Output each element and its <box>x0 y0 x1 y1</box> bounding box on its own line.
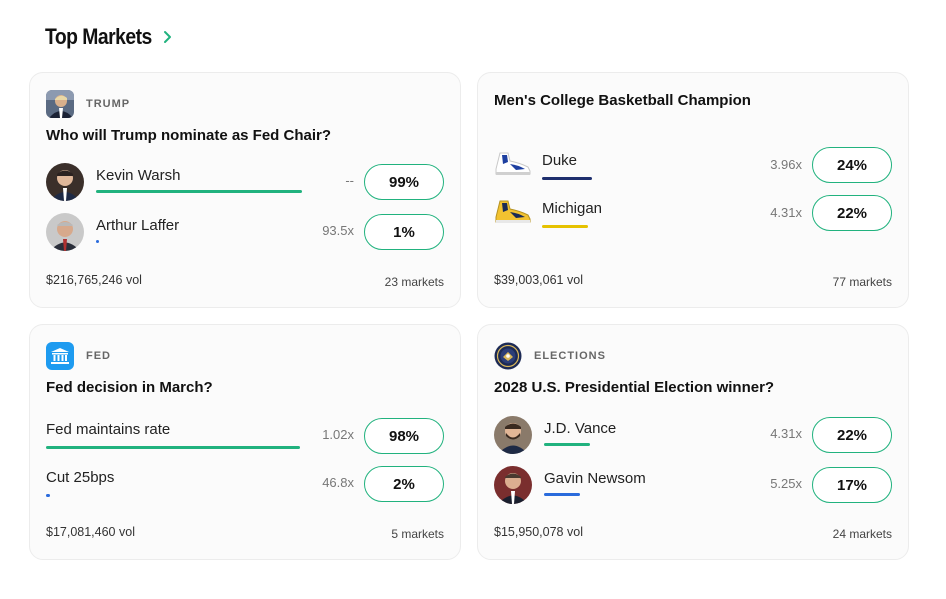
market-card-fed-decision[interactable]: FED Fed decision in March? Fed maintains… <box>29 324 461 560</box>
outcome-label: Cut 25bps <box>46 469 115 486</box>
buy-button[interactable]: 24% <box>812 147 892 183</box>
duke-shoe-icon <box>494 151 532 177</box>
outcome-row: Gavin Newsom 5.25x 17% <box>494 465 892 505</box>
market-card-basketball[interactable]: Men's College Basketball Champion Duke 3… <box>477 72 909 308</box>
avatar <box>46 163 84 201</box>
outcome-label: Gavin Newsom <box>544 470 646 487</box>
team-color-bar <box>542 177 592 180</box>
probability-bar <box>544 443 590 446</box>
category-label: TRUMP <box>86 98 131 110</box>
market-card-fed-chair[interactable]: TRUMP Who will Trump nominate as Fed Cha… <box>29 72 461 308</box>
market-card-election[interactable]: ELECTIONS 2028 U.S. Presidential Electio… <box>477 324 909 560</box>
market-question: 2028 U.S. Presidential Election winner? <box>494 379 775 396</box>
outcome-row: Arthur Laffer 93.5x 1% <box>46 212 444 252</box>
market-question: Fed decision in March? <box>46 379 213 396</box>
page-title: Top Markets <box>45 24 152 49</box>
category-row: FED <box>46 342 111 370</box>
probability-bar <box>544 493 580 496</box>
outcome-label: Arthur Laffer <box>96 217 180 234</box>
outcome-row: Duke 3.96x 24% <box>494 145 892 185</box>
markets-count-link[interactable]: 77 markets <box>832 275 892 289</box>
markets-count-link[interactable]: 24 markets <box>832 527 892 541</box>
markets-count-link[interactable]: 5 markets <box>391 527 444 541</box>
trump-photo-icon <box>46 90 74 118</box>
payout-multiplier: 4.31x <box>770 205 802 220</box>
payout-multiplier: 4.31x <box>770 426 802 441</box>
outcome-label: Fed maintains rate <box>46 421 171 438</box>
presidential-seal-icon <box>494 342 522 370</box>
outcome-label: J.D. Vance <box>544 420 617 437</box>
category-row: ELECTIONS <box>494 342 606 370</box>
probability-bar <box>46 446 300 449</box>
avatar <box>494 466 532 504</box>
buy-button[interactable]: 17% <box>812 467 892 503</box>
michigan-shoe-icon <box>494 199 532 225</box>
outcome-row: Michigan 4.31x 22% <box>494 193 892 233</box>
buy-button[interactable]: 99% <box>364 164 444 200</box>
buy-button[interactable]: 98% <box>364 418 444 454</box>
probability-bar <box>96 190 302 193</box>
buy-button[interactable]: 22% <box>812 417 892 453</box>
payout-multiplier: 3.96x <box>770 157 802 172</box>
buy-button[interactable]: 1% <box>364 214 444 250</box>
buy-button[interactable]: 2% <box>364 466 444 502</box>
market-question: Who will Trump nominate as Fed Chair? <box>46 127 332 144</box>
payout-multiplier: 1.02x <box>322 427 354 442</box>
avatar <box>494 416 532 454</box>
payout-multiplier: 93.5x <box>322 223 354 238</box>
outcome-label: Kevin Warsh <box>96 167 181 184</box>
outcome-row: J.D. Vance 4.31x 22% <box>494 415 892 455</box>
category-label: FED <box>86 350 111 362</box>
probability-bar <box>96 240 99 243</box>
chevron-right-icon <box>164 31 172 43</box>
volume-label: $39,003,061 vol <box>494 273 583 287</box>
buy-button[interactable]: 22% <box>812 195 892 231</box>
outcome-row: Kevin Warsh -- 99% <box>46 162 444 202</box>
markets-count-link[interactable]: 23 markets <box>384 275 444 289</box>
bank-icon <box>46 342 74 370</box>
payout-multiplier: 5.25x <box>770 476 802 491</box>
outcome-row: Fed maintains rate 1.02x 98% <box>46 416 444 456</box>
category-label: ELECTIONS <box>534 350 606 362</box>
market-question: Men's College Basketball Champion <box>494 92 751 109</box>
volume-label: $15,950,078 vol <box>494 525 583 539</box>
top-markets-header-link[interactable]: Top Markets <box>45 24 174 50</box>
probability-bar <box>46 494 50 497</box>
volume-label: $17,081,460 vol <box>46 525 135 539</box>
outcome-label: Michigan <box>542 200 603 217</box>
avatar <box>46 213 84 251</box>
volume-label: $216,765,246 vol <box>46 273 142 287</box>
payout-multiplier: 46.8x <box>322 475 354 490</box>
outcome-row: Cut 25bps 46.8x 2% <box>46 464 444 504</box>
payout-multiplier: -- <box>345 173 354 188</box>
team-color-bar <box>542 225 588 228</box>
category-row: TRUMP <box>46 90 130 118</box>
outcome-label: Duke <box>542 152 578 169</box>
